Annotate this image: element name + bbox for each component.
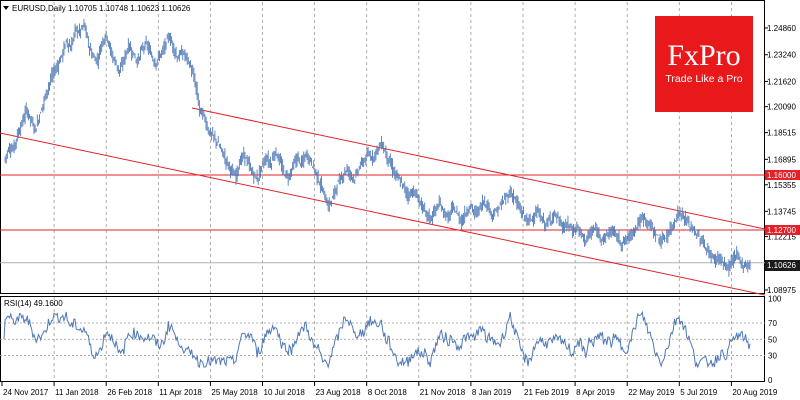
brand-logo-tagline: Trade Like a Pro: [665, 73, 742, 85]
price-tick-label: 1.12215: [767, 233, 796, 242]
time-tick-label: 20 Aug 2019: [732, 388, 777, 397]
rsi-levels-grid: [0, 322, 765, 356]
time-tick-label: 21 Feb 2019: [524, 388, 569, 397]
time-tick-label: 5 Jul 2019: [680, 388, 717, 397]
level-label-112700-bg: [765, 225, 800, 235]
price-tick-label: 1.18515: [767, 129, 796, 138]
time-tick-label: 25 May 2018: [211, 388, 258, 397]
price-tick-label: 1.15355: [767, 181, 796, 190]
rsi-tick-label: 50: [768, 335, 777, 344]
time-tick-label: 11 Jan 2018: [55, 388, 99, 397]
rsi-tick-label: 30: [768, 352, 777, 361]
rsi-tick-label: 70: [768, 319, 777, 328]
time-tick-label: 21 Nov 2018: [420, 388, 466, 397]
time-axis: 24 Nov 2017 11 Jan 2018 26 Feb 2018 11 Apr …: [1, 382, 778, 397]
brand-logo: FxPro Trade Like a Pro: [655, 16, 753, 112]
time-tick-label: 24 Nov 2017: [3, 388, 49, 397]
brand-logo-box: [655, 16, 753, 112]
level-label-116000: 1.16000: [767, 171, 796, 180]
price-tick-label: 1.13745: [767, 207, 796, 216]
time-tick-label: 8 Oct 2018: [368, 388, 408, 397]
rsi-tick-label: 100: [768, 295, 782, 304]
symbol-header: EURUSD,Daily 1.10705 1.10748 1.10623 1.1…: [12, 4, 191, 13]
level-label-116000-bg: [765, 170, 800, 180]
time-tick-label: 8 Apr 2019: [576, 388, 615, 397]
rsi-tick-label: 0: [768, 376, 773, 385]
price-tick-label: 1.24860: [767, 24, 796, 33]
current-price-label-bg: [765, 260, 800, 271]
level-label-112700: 1.12700: [767, 226, 796, 235]
candles: [4, 18, 751, 277]
channel-lower-line[interactable]: [0, 132, 766, 296]
time-tick-label: 26 Feb 2018: [107, 388, 152, 397]
price-tick-label: 1.23240: [767, 51, 796, 60]
rsi-label: RSI(14) 49.1600: [4, 299, 63, 308]
time-tick-label: 8 Jan 2019: [472, 388, 512, 397]
current-price-label: 1.10626: [767, 261, 796, 270]
brand-logo-text: FxPro: [667, 39, 740, 72]
time-tick-label: 10 Jul 2018: [264, 388, 306, 397]
price-tick-label: 1.08975: [767, 286, 796, 295]
time-tick-label: 22 May 2019: [628, 388, 675, 397]
price-axis: 1.24860 1.23240 1.21620 1.20090 1.18515 1.168…: [765, 24, 796, 295]
price-tick-label: 1.16895: [767, 155, 796, 164]
price-tick-label: 1.20090: [767, 103, 796, 112]
rsi-line: [3, 310, 751, 369]
triangle-down-icon[interactable]: [3, 6, 9, 10]
time-tick-label: 23 Aug 2018: [316, 388, 361, 397]
price-tick-label: 1.21620: [767, 77, 796, 86]
time-tick-label: 11 Apr 2018: [159, 388, 202, 397]
rsi-axis: 100 70 50 30 0: [768, 295, 782, 385]
channel-upper-line[interactable]: [191, 107, 766, 230]
